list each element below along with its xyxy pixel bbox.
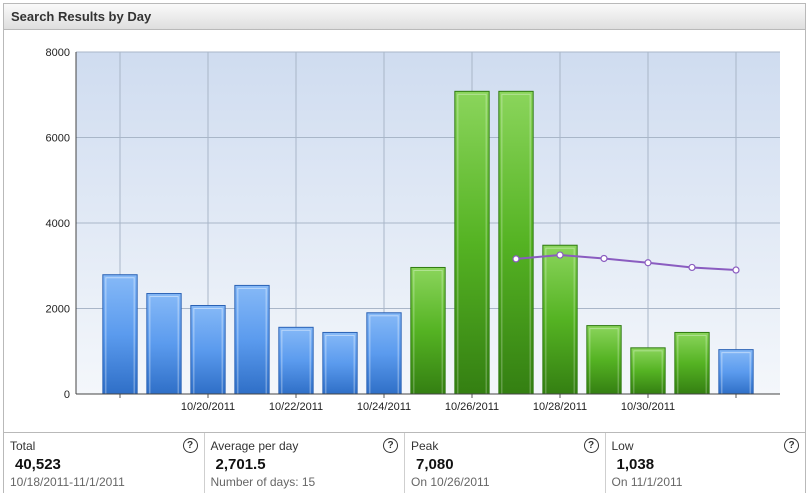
- bar: [630, 347, 666, 395]
- y-tick-label: 0: [64, 389, 70, 401]
- bar: [366, 312, 402, 395]
- stat-average: Average per day 2,701.5 Number of days: …: [205, 433, 405, 493]
- x-tick-label: 10/20/2011: [181, 401, 235, 413]
- stat-total: Total 40,523 10/18/2011-11/1/2011 ?: [4, 433, 205, 493]
- trend-point: [644, 259, 652, 267]
- y-tick-label: 2000: [46, 304, 70, 316]
- trend-point: [732, 266, 740, 274]
- help-icon[interactable]: ?: [182, 438, 198, 453]
- stat-value: 1,038: [616, 456, 655, 473]
- chart-area: 0 2000 4000 6000 8000 10/20/2011 10/22/2011 10/…: [4, 31, 805, 434]
- bar-chart: 0 2000 4000 6000 8000 10/20/2011 10/22/2011 10/…: [46, 47, 780, 413]
- search-results-panel: Search Results by Day 0 2000 40: [3, 3, 806, 493]
- bar: [322, 331, 358, 395]
- bar: [190, 305, 226, 395]
- bar: [586, 325, 622, 395]
- stat-peak: Peak 7,080 On 10/26/2011 ?: [405, 433, 606, 493]
- bar: [278, 326, 314, 395]
- bar: [234, 284, 270, 395]
- x-tick-label: 10/24/2011: [357, 401, 411, 413]
- bar: [674, 331, 710, 395]
- help-icon[interactable]: ?: [784, 438, 799, 453]
- help-icon[interactable]: ?: [383, 438, 398, 453]
- stat-sub: On 10/26/2011: [411, 475, 490, 489]
- stat-label: Average per day: [210, 439, 299, 453]
- bar: [718, 349, 754, 395]
- trend-line: [515, 254, 737, 272]
- bar: [410, 266, 446, 395]
- stat-value: 40,523: [15, 456, 61, 473]
- x-tick-label: 10/28/2011: [533, 401, 587, 413]
- bar: [102, 274, 138, 395]
- stat-label: Low: [611, 439, 634, 453]
- stat-label: Peak: [411, 439, 439, 453]
- trend-point: [512, 255, 520, 263]
- y-tick-label: 4000: [46, 218, 70, 230]
- x-tick-label: 10/30/2011: [621, 401, 675, 413]
- trend-point: [600, 254, 608, 263]
- x-tick-label: 10/26/2011: [445, 401, 499, 413]
- y-tick-label: 6000: [46, 133, 70, 145]
- stat-label: Total: [10, 439, 36, 453]
- y-tick-label: 8000: [46, 47, 70, 59]
- bar: [454, 90, 490, 395]
- help-icon[interactable]: ?: [583, 438, 599, 453]
- stats-bar: Total 40,523 10/18/2011-11/1/2011 ? Aver…: [4, 432, 805, 493]
- bar: [146, 293, 182, 395]
- bar: [498, 90, 534, 395]
- stat-sub: On 11/1/2011: [611, 475, 683, 489]
- stat-sub: Number of days: 15: [210, 475, 316, 489]
- panel-title: Search Results by Day: [4, 4, 805, 30]
- x-tick-label: 10/22/2011: [269, 401, 323, 413]
- stat-sub: 10/18/2011-11/1/2011: [10, 475, 125, 489]
- stat-value: 2,701.5: [215, 456, 266, 473]
- stat-value: 7,080: [416, 456, 454, 473]
- stat-low: Low 1,038 On 11/1/2011 ?: [606, 433, 806, 493]
- bar: [542, 244, 578, 395]
- trend-point: [556, 251, 564, 259]
- trend-point: [688, 263, 696, 272]
